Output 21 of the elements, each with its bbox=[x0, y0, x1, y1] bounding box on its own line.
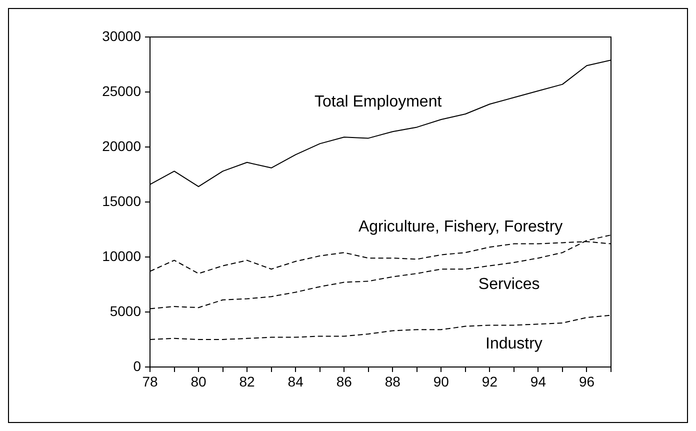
x-tick-label: 92 bbox=[482, 373, 498, 390]
x-tick-label: 96 bbox=[578, 373, 595, 390]
y-tick-label: 20000 bbox=[102, 138, 142, 154]
x-tick-label: 84 bbox=[288, 373, 304, 390]
x-tick-label: 82 bbox=[239, 373, 256, 390]
series-label: Agriculture, Fishery, Forestry bbox=[358, 218, 563, 236]
series-label: Total Employment bbox=[314, 93, 442, 110]
series-label: Industry bbox=[485, 335, 542, 352]
x-tick-label: 78 bbox=[142, 373, 158, 390]
y-tick-label: 30000 bbox=[102, 28, 142, 44]
y-tick-label: 25000 bbox=[102, 82, 142, 99]
x-tick-label: 94 bbox=[530, 373, 546, 390]
x-tick-label: 86 bbox=[336, 373, 352, 390]
y-tick-label: 5000 bbox=[110, 302, 142, 319]
x-tick-label: 88 bbox=[384, 373, 401, 390]
y-tick-label: 10000 bbox=[102, 248, 142, 264]
series-label: Services bbox=[478, 276, 540, 293]
y-tick-label: 15000 bbox=[102, 192, 142, 209]
x-tick-label: 80 bbox=[190, 373, 207, 390]
x-tick-label: 90 bbox=[433, 373, 450, 390]
y-tick-label: 0 bbox=[133, 358, 142, 374]
